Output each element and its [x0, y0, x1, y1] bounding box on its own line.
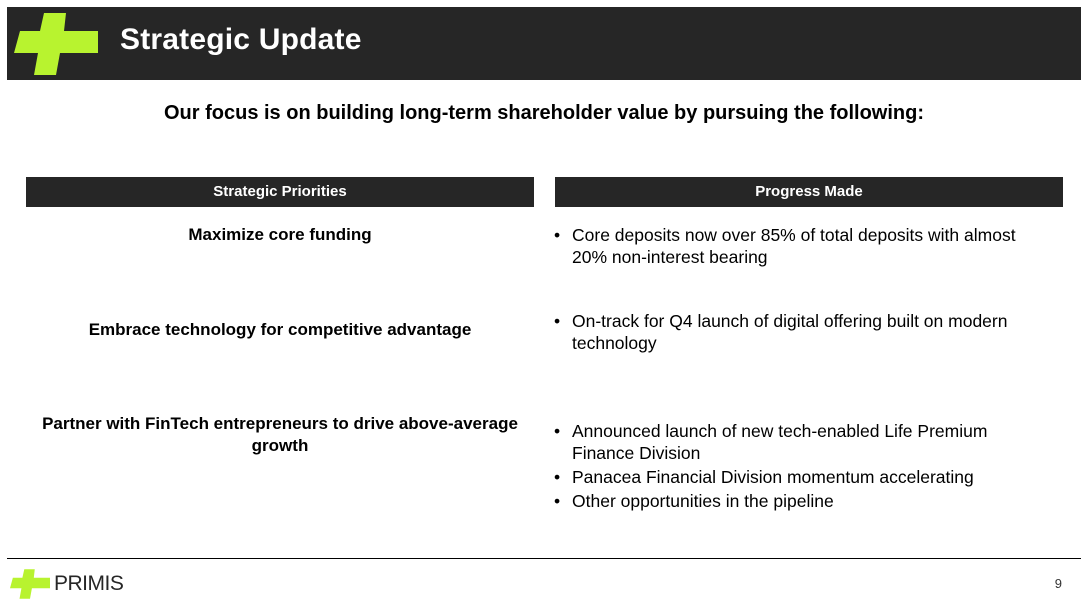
slide-title: Strategic Update	[120, 23, 362, 56]
bullet-icon: •	[554, 311, 561, 331]
page-number: 9	[1054, 576, 1062, 591]
primis-logo-icon	[14, 13, 98, 75]
column-header-priorities: Strategic Priorities	[26, 177, 534, 207]
slide-subtitle: Our focus is on building long-term share…	[163, 102, 925, 124]
progress-list: • On-track for Q4 launch of digital offer…	[552, 310, 1052, 356]
footer-brand: PRIMIS	[54, 572, 124, 595]
progress-item: • Announced launch of new tech-enabled Li…	[554, 421, 988, 463]
progress-list: • Core deposits now over 85% of total dep…	[552, 224, 1052, 270]
bullet-icon: •	[554, 467, 561, 487]
progress-item: • Panacea Financial Division momentum acc…	[554, 467, 974, 487]
priority-item: Embrace technology for competitive advan…	[88, 320, 472, 339]
bullet-icon: •	[554, 491, 561, 511]
progress-item: • Core deposits now over 85% of total dep…	[554, 225, 1016, 267]
column-header-progress: Progress Made	[555, 177, 1063, 207]
bullet-icon: •	[554, 225, 561, 245]
progress-list: • Announced launch of new tech-enabled Li…	[552, 420, 1052, 514]
primis-footer-logo-icon	[10, 569, 50, 599]
footer-divider	[7, 558, 1081, 559]
priority-item: Partner with FinTech entrepreneurs to dr…	[42, 414, 518, 455]
slide-header: Strategic Update	[7, 7, 1081, 80]
priority-item: Maximize core funding	[188, 225, 372, 244]
progress-item: • Other opportunities in the pipeline	[554, 491, 834, 511]
bullet-icon: •	[554, 421, 561, 441]
progress-item: • On-track for Q4 launch of digital offer…	[554, 311, 1008, 353]
